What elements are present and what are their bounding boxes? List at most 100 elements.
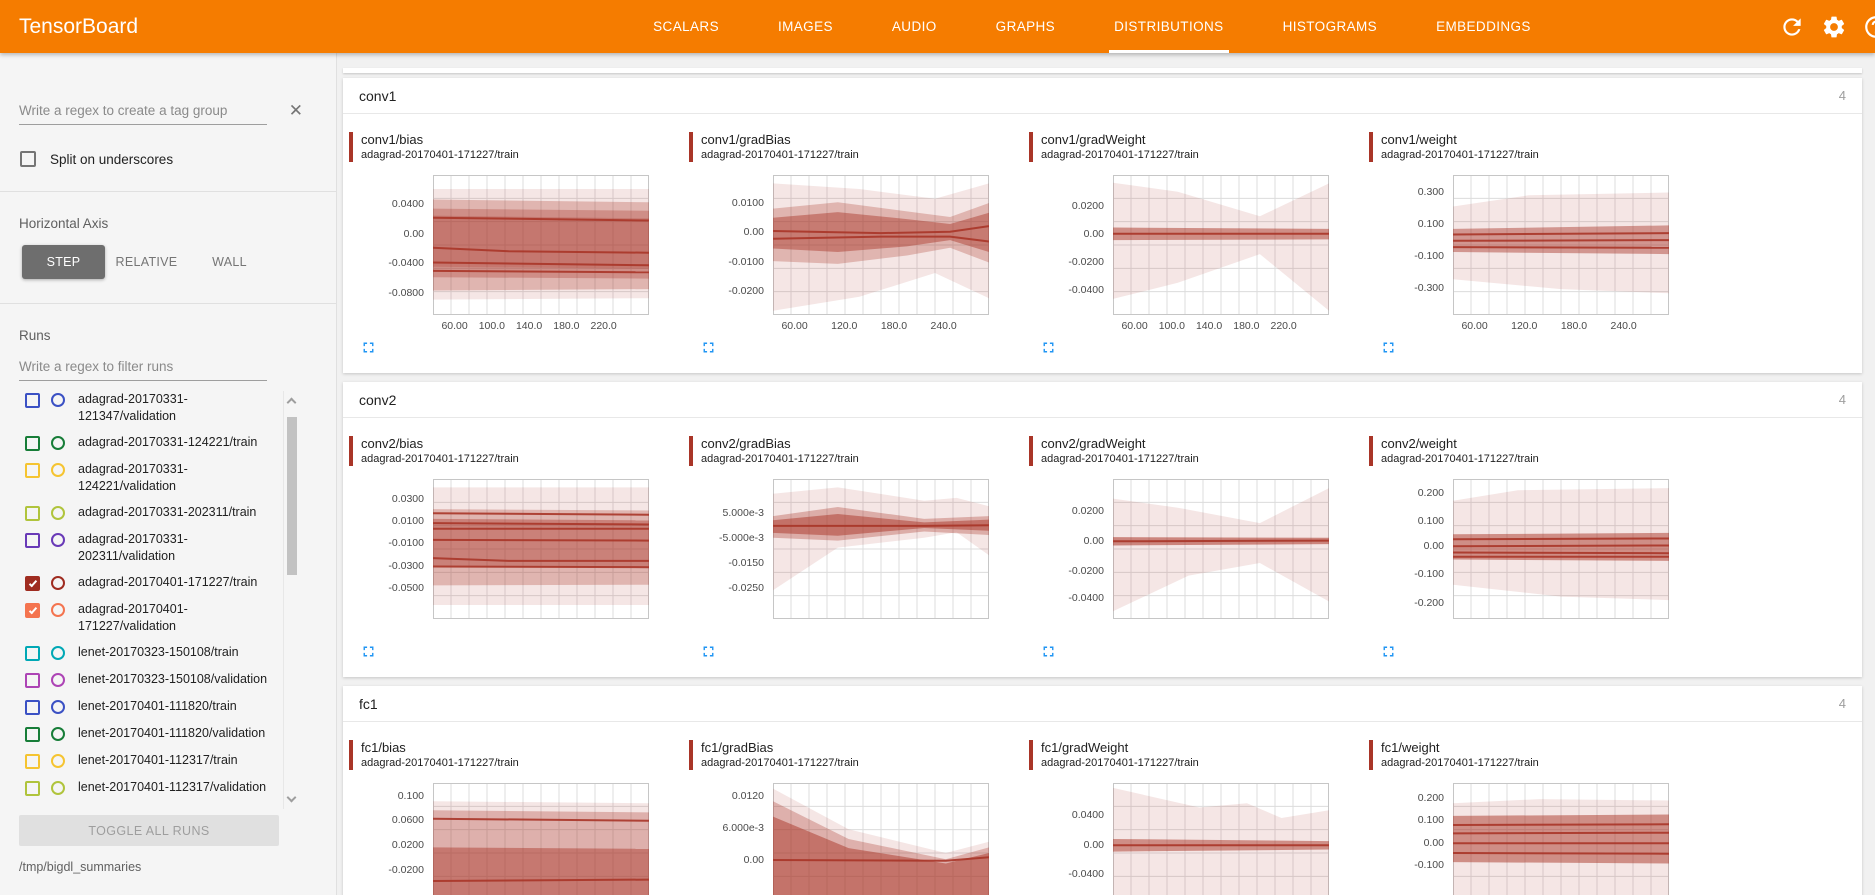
chart-title: conv2/bias bbox=[361, 436, 424, 451]
y-axis-labels: 0.100 0.0600 0.0200 -0.0200 bbox=[388, 789, 424, 876]
run-radio[interactable] bbox=[51, 603, 65, 617]
run-radio[interactable] bbox=[51, 533, 65, 547]
run-item[interactable]: lenet-20170401-111820/train bbox=[25, 698, 336, 715]
run-radio[interactable] bbox=[51, 646, 65, 660]
runs-label: Runs bbox=[19, 328, 51, 343]
distribution-plot[interactable] bbox=[1113, 479, 1329, 619]
distribution-plot[interactable] bbox=[773, 175, 989, 315]
expand-chart-icon[interactable] bbox=[1039, 643, 1057, 661]
run-checkbox[interactable] bbox=[25, 700, 40, 715]
chart-card: fc1/gradWeight adagrad-20170401-171227/tr… bbox=[1025, 740, 1365, 895]
chart-title: conv2/gradBias bbox=[701, 436, 791, 451]
run-checkbox[interactable] bbox=[25, 646, 40, 661]
run-item[interactable]: lenet-20170401-112317/validation bbox=[25, 779, 336, 796]
tab-audio[interactable]: AUDIO bbox=[891, 19, 937, 34]
run-checkbox[interactable] bbox=[25, 754, 40, 769]
run-item[interactable]: adagrad-20170331-124221/validation bbox=[25, 461, 336, 494]
run-radio[interactable] bbox=[51, 436, 65, 450]
expand-chart-icon[interactable] bbox=[359, 339, 377, 357]
y-axis-labels: 0.300 0.100 -0.100 -0.300 bbox=[1414, 185, 1444, 295]
run-checkbox[interactable] bbox=[25, 463, 40, 478]
tab-distributions[interactable]: DISTRIBUTIONS bbox=[1109, 0, 1229, 53]
distribution-plot[interactable] bbox=[1453, 783, 1669, 895]
section-title: conv2 bbox=[359, 391, 397, 408]
refresh-icon[interactable] bbox=[1779, 14, 1805, 40]
run-radio[interactable] bbox=[51, 393, 65, 407]
distribution-plot[interactable] bbox=[433, 783, 649, 895]
run-checkbox[interactable] bbox=[25, 673, 40, 688]
run-item[interactable]: lenet-20170401-112317/train bbox=[25, 752, 336, 769]
run-label: adagrad-20170331-124221/validation bbox=[78, 462, 188, 493]
expand-chart-icon[interactable] bbox=[699, 643, 717, 661]
expand-chart-icon[interactable] bbox=[699, 339, 717, 357]
run-item[interactable]: adagrad-20170331-121347/validation bbox=[25, 391, 336, 424]
run-checkbox[interactable] bbox=[25, 506, 40, 521]
run-radio[interactable] bbox=[51, 576, 65, 590]
run-item[interactable]: adagrad-20170401-171227/validation bbox=[25, 601, 336, 634]
settings-gear-icon[interactable] bbox=[1821, 14, 1847, 40]
log-directory: /tmp/bigdl_summaries bbox=[19, 860, 142, 874]
axis-option-relative[interactable]: RELATIVE bbox=[105, 245, 188, 279]
help-icon[interactable] bbox=[1863, 14, 1875, 40]
run-item[interactable]: adagrad-20170331-202311/train bbox=[25, 504, 336, 521]
tag-regex-input[interactable] bbox=[19, 99, 267, 125]
run-label: adagrad-20170331-124221/train bbox=[78, 435, 258, 449]
run-checkbox[interactable] bbox=[25, 533, 40, 548]
section-header[interactable]: conv2 4 bbox=[343, 382, 1862, 418]
section-header[interactable]: fc1 4 bbox=[343, 686, 1862, 722]
chart-run-name: adagrad-20170401-171227/train bbox=[1381, 453, 1539, 465]
run-radio[interactable] bbox=[51, 727, 65, 741]
run-checkbox[interactable] bbox=[25, 603, 40, 618]
run-radio[interactable] bbox=[51, 673, 65, 687]
run-item[interactable]: lenet-20170401-111820/validation bbox=[25, 725, 336, 742]
tab-graphs[interactable]: GRAPHS bbox=[995, 19, 1056, 34]
run-item[interactable]: adagrad-20170331-124221/train bbox=[25, 434, 336, 451]
scroll-up-icon[interactable] bbox=[286, 397, 297, 408]
expand-chart-icon[interactable] bbox=[1039, 339, 1057, 357]
scroll-down-icon[interactable] bbox=[286, 792, 297, 803]
tab-scalars[interactable]: SCALARS bbox=[653, 19, 719, 34]
section-header[interactable]: conv1 4 bbox=[343, 78, 1862, 114]
distribution-plot[interactable] bbox=[1453, 175, 1669, 315]
expand-chart-icon[interactable] bbox=[359, 643, 377, 661]
run-item[interactable]: adagrad-20170331-202311/validation bbox=[25, 531, 336, 564]
run-checkbox[interactable] bbox=[25, 576, 40, 591]
runs-scrollbar[interactable] bbox=[283, 391, 297, 809]
run-radio[interactable] bbox=[51, 506, 65, 520]
close-icon[interactable]: ✕ bbox=[288, 101, 303, 120]
chart-title: conv1/gradWeight bbox=[1041, 132, 1146, 147]
y-axis-labels: 0.0400 0.00 -0.0400 -0.0800 bbox=[388, 198, 424, 299]
run-label: adagrad-20170331-202311/train bbox=[78, 505, 257, 519]
expand-chart-icon[interactable] bbox=[1379, 339, 1397, 357]
run-radio[interactable] bbox=[51, 781, 65, 795]
distribution-plot[interactable] bbox=[1113, 783, 1329, 895]
chart-run-name: adagrad-20170401-171227/train bbox=[1041, 453, 1199, 465]
run-checkbox[interactable] bbox=[25, 781, 40, 796]
distribution-plot[interactable] bbox=[1453, 479, 1669, 619]
chart-card: conv2/bias adagrad-20170401-171227/train 0… bbox=[345, 436, 685, 665]
distribution-plot[interactable] bbox=[1113, 175, 1329, 315]
run-item[interactable]: adagrad-20170401-171227/train bbox=[25, 574, 336, 591]
run-item[interactable]: lenet-20170323-150108/validation bbox=[25, 671, 336, 688]
expand-chart-icon[interactable] bbox=[1379, 643, 1397, 661]
tab-embeddings[interactable]: EMBEDDINGS bbox=[1436, 19, 1531, 34]
run-radio[interactable] bbox=[51, 700, 65, 714]
distribution-plot[interactable] bbox=[433, 479, 649, 619]
run-radio[interactable] bbox=[51, 754, 65, 768]
tab-images[interactable]: IMAGES bbox=[777, 19, 833, 34]
scrollbar-thumb[interactable] bbox=[287, 417, 297, 575]
tab-histograms[interactable]: HISTOGRAMS bbox=[1282, 19, 1378, 34]
runs-regex-input[interactable] bbox=[19, 355, 267, 381]
distribution-plot[interactable] bbox=[773, 479, 989, 619]
axis-option-wall[interactable]: WALL bbox=[188, 245, 271, 279]
run-radio[interactable] bbox=[51, 463, 65, 477]
run-item[interactable]: lenet-20170323-150108/train bbox=[25, 644, 336, 661]
run-checkbox[interactable] bbox=[25, 727, 40, 742]
distribution-plot[interactable] bbox=[773, 783, 989, 895]
split-on-underscores-checkbox[interactable] bbox=[20, 151, 36, 167]
run-checkbox[interactable] bbox=[25, 393, 40, 408]
run-checkbox[interactable] bbox=[25, 436, 40, 451]
axis-option-step[interactable]: STEP bbox=[22, 245, 105, 279]
distribution-plot[interactable] bbox=[433, 175, 649, 315]
toggle-all-runs-button[interactable]: TOGGLE ALL RUNS bbox=[19, 815, 279, 846]
